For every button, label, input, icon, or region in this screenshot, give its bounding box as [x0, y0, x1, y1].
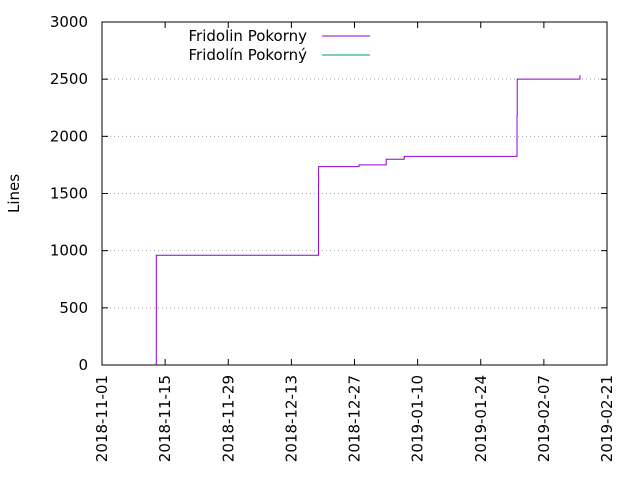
legend-label-1: Fridolín Pokorný — [189, 46, 308, 64]
y-tick-label: 0 — [78, 356, 88, 374]
x-tick-label: 2019-02-07 — [535, 375, 553, 462]
x-tick-label: 2018-11-15 — [156, 375, 174, 462]
x-tick-label: 2018-11-29 — [219, 375, 237, 462]
series-lines — [155, 75, 581, 366]
x-tick-label: 2019-02-21 — [598, 375, 616, 462]
gridlines — [102, 78, 607, 309]
y-axis-label: Lines — [5, 174, 23, 213]
x-axis-ticks: 2018-11-01 2018-11-15 2018-11-29 2018-12-13… — [93, 22, 616, 462]
legend-label-0: Fridolin Pokorny — [189, 27, 308, 45]
y-tick-label: 2000 — [50, 127, 88, 145]
y-axis-ticks: 0 500 1000 1500 2000 2500 3000 — [50, 13, 607, 374]
y-tick-label: 3000 — [50, 13, 88, 31]
y-tick-label: 1500 — [50, 185, 88, 203]
y-tick-label: 2500 — [50, 70, 88, 88]
x-tick-label: 2019-01-24 — [472, 375, 490, 462]
x-tick-label: 2018-12-27 — [346, 375, 364, 462]
x-tick-label: 2018-11-01 — [93, 375, 111, 462]
series-line-0 — [155, 75, 581, 366]
y-tick-label: 500 — [59, 299, 88, 317]
y-tick-label: 1000 — [50, 242, 88, 260]
x-tick-label: 2019-01-10 — [409, 375, 427, 462]
x-tick-label: 2018-12-13 — [282, 375, 300, 462]
